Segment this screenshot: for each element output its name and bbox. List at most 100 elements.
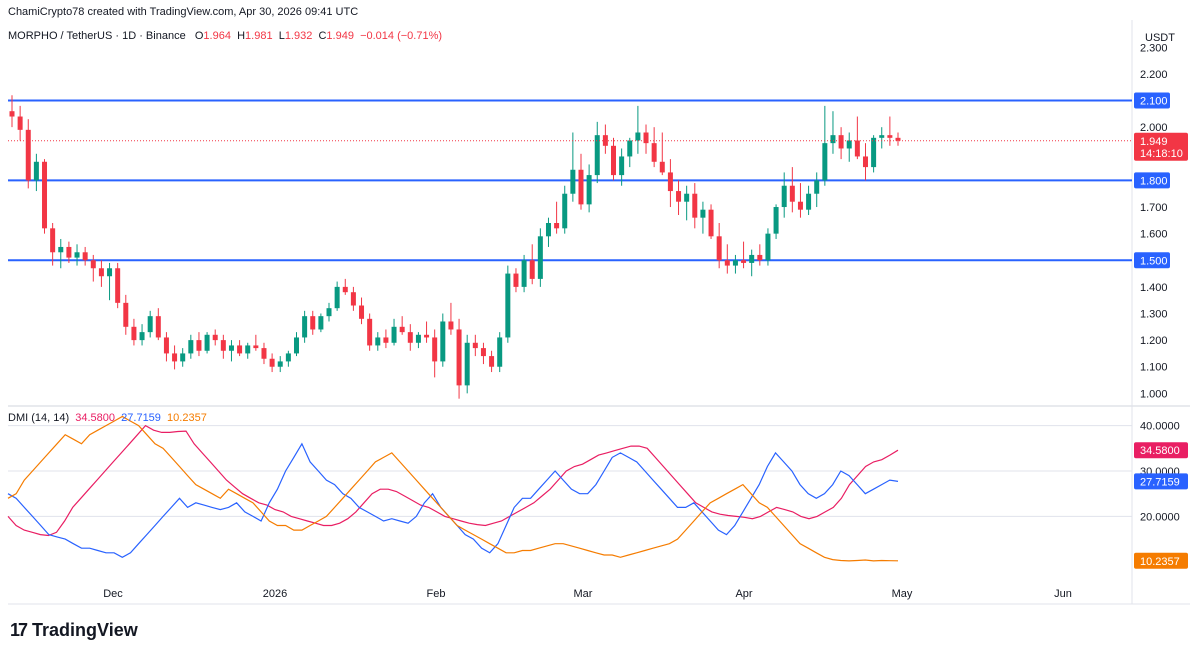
price-tick-label: 1.700 bbox=[1140, 202, 1168, 214]
candle-body bbox=[302, 316, 308, 338]
candle-body bbox=[773, 207, 779, 234]
candle-body bbox=[253, 345, 259, 349]
candle-body bbox=[781, 185, 787, 208]
candle-body bbox=[228, 345, 234, 351]
candle-body bbox=[334, 286, 340, 309]
time-tick-label: Feb bbox=[427, 588, 446, 600]
candle-body bbox=[676, 191, 682, 202]
candle-body bbox=[594, 135, 600, 176]
candle-body bbox=[58, 246, 64, 253]
dmi-tick-label: 40.0000 bbox=[1140, 421, 1180, 433]
candle-body bbox=[562, 193, 568, 229]
level-badge-label: 2.100 bbox=[1140, 96, 1168, 108]
candle-body bbox=[700, 209, 706, 218]
candle-body bbox=[862, 156, 868, 168]
dmi-value-badge-label: 10.2357 bbox=[1140, 556, 1180, 568]
dmi-value-badge bbox=[1134, 552, 1188, 569]
candle-body bbox=[578, 169, 584, 205]
price-tick-label: 2.300 bbox=[1140, 42, 1168, 54]
currency-label: USDT bbox=[1145, 32, 1175, 44]
price-tick-label: 1.100 bbox=[1140, 362, 1168, 374]
candle-body bbox=[74, 252, 80, 258]
tradingview-logo: 17 TradingView bbox=[10, 620, 138, 641]
high-label: H bbox=[237, 30, 246, 42]
candle-body bbox=[741, 260, 747, 263]
level-badge-label: 1.500 bbox=[1140, 255, 1168, 267]
candle-body bbox=[757, 254, 763, 261]
price-tick-label: 1.600 bbox=[1140, 229, 1168, 241]
candle-body bbox=[310, 316, 316, 330]
dmi-value-badge bbox=[1134, 442, 1188, 459]
candle-body bbox=[82, 252, 88, 261]
candle-body bbox=[123, 302, 129, 327]
price-tick-label: 1.000 bbox=[1140, 388, 1168, 400]
tv-logo-icon: 17 bbox=[10, 620, 28, 640]
candle-body bbox=[448, 321, 454, 330]
candle-body bbox=[261, 348, 267, 359]
candle-body bbox=[716, 236, 722, 261]
candle-body bbox=[472, 342, 478, 349]
candle-body bbox=[497, 337, 503, 367]
candle-body bbox=[212, 334, 218, 341]
candle-body bbox=[635, 132, 641, 141]
last-price-badge bbox=[1134, 132, 1188, 161]
open-label: O bbox=[194, 30, 204, 42]
candle-body bbox=[285, 353, 291, 362]
candle-body bbox=[245, 345, 251, 354]
candle-body bbox=[220, 340, 226, 351]
candle-body bbox=[440, 321, 446, 362]
candle-body bbox=[586, 175, 592, 205]
candle-body bbox=[9, 111, 15, 117]
candle-body bbox=[163, 337, 169, 354]
candle-body bbox=[33, 161, 39, 181]
candle-body bbox=[456, 329, 462, 386]
candle-body bbox=[570, 169, 576, 194]
candle-body bbox=[50, 228, 56, 253]
candle-body bbox=[830, 135, 836, 144]
candle-body bbox=[375, 337, 381, 346]
candle-body bbox=[838, 135, 844, 149]
candle-body bbox=[25, 129, 31, 181]
candle-body bbox=[651, 143, 657, 162]
candle-body bbox=[98, 268, 104, 277]
dmi-adx-value: 10.2357 bbox=[167, 412, 207, 424]
candle-body bbox=[806, 193, 812, 210]
price-tick-label: 1.400 bbox=[1140, 282, 1168, 294]
candle-body bbox=[684, 193, 690, 202]
dmi-series-line bbox=[7, 424, 899, 537]
candle-body bbox=[42, 161, 48, 229]
dmi-legend: DMI (14, 14) 34.5800 27.7159 10.2357 bbox=[8, 412, 207, 424]
candle-body bbox=[424, 334, 430, 338]
candle-body bbox=[318, 316, 324, 330]
candle-body bbox=[887, 135, 893, 138]
candle-body bbox=[480, 348, 486, 357]
candle-body bbox=[895, 137, 901, 141]
dmi-value-badge-label: 34.5800 bbox=[1140, 445, 1180, 457]
candle-body bbox=[350, 292, 356, 306]
time-tick-label: May bbox=[892, 588, 913, 600]
candle-body bbox=[391, 326, 397, 343]
candle-body bbox=[432, 337, 438, 362]
candle-body bbox=[871, 137, 877, 168]
candle-body bbox=[131, 326, 137, 341]
level-badge bbox=[1134, 92, 1170, 109]
candle-body bbox=[797, 201, 803, 210]
candle-body bbox=[147, 316, 153, 333]
candle-body bbox=[489, 356, 495, 367]
candle-body bbox=[529, 260, 535, 279]
candle-body bbox=[611, 145, 617, 176]
high-value: 1.981 bbox=[245, 30, 273, 42]
candle-body bbox=[277, 361, 283, 367]
candle-body bbox=[749, 254, 755, 263]
countdown-label: 14:18:10 bbox=[1140, 148, 1183, 160]
candle-body bbox=[399, 326, 405, 333]
candle-body bbox=[822, 143, 828, 181]
candle-body bbox=[293, 337, 299, 354]
price-tick-label: 2.000 bbox=[1140, 122, 1168, 134]
time-tick-label: Apr bbox=[735, 588, 752, 600]
candle-body bbox=[789, 185, 795, 202]
candle-body bbox=[659, 161, 665, 173]
low-label: L bbox=[278, 30, 285, 42]
dmi-minus-value: 27.7159 bbox=[121, 412, 161, 424]
